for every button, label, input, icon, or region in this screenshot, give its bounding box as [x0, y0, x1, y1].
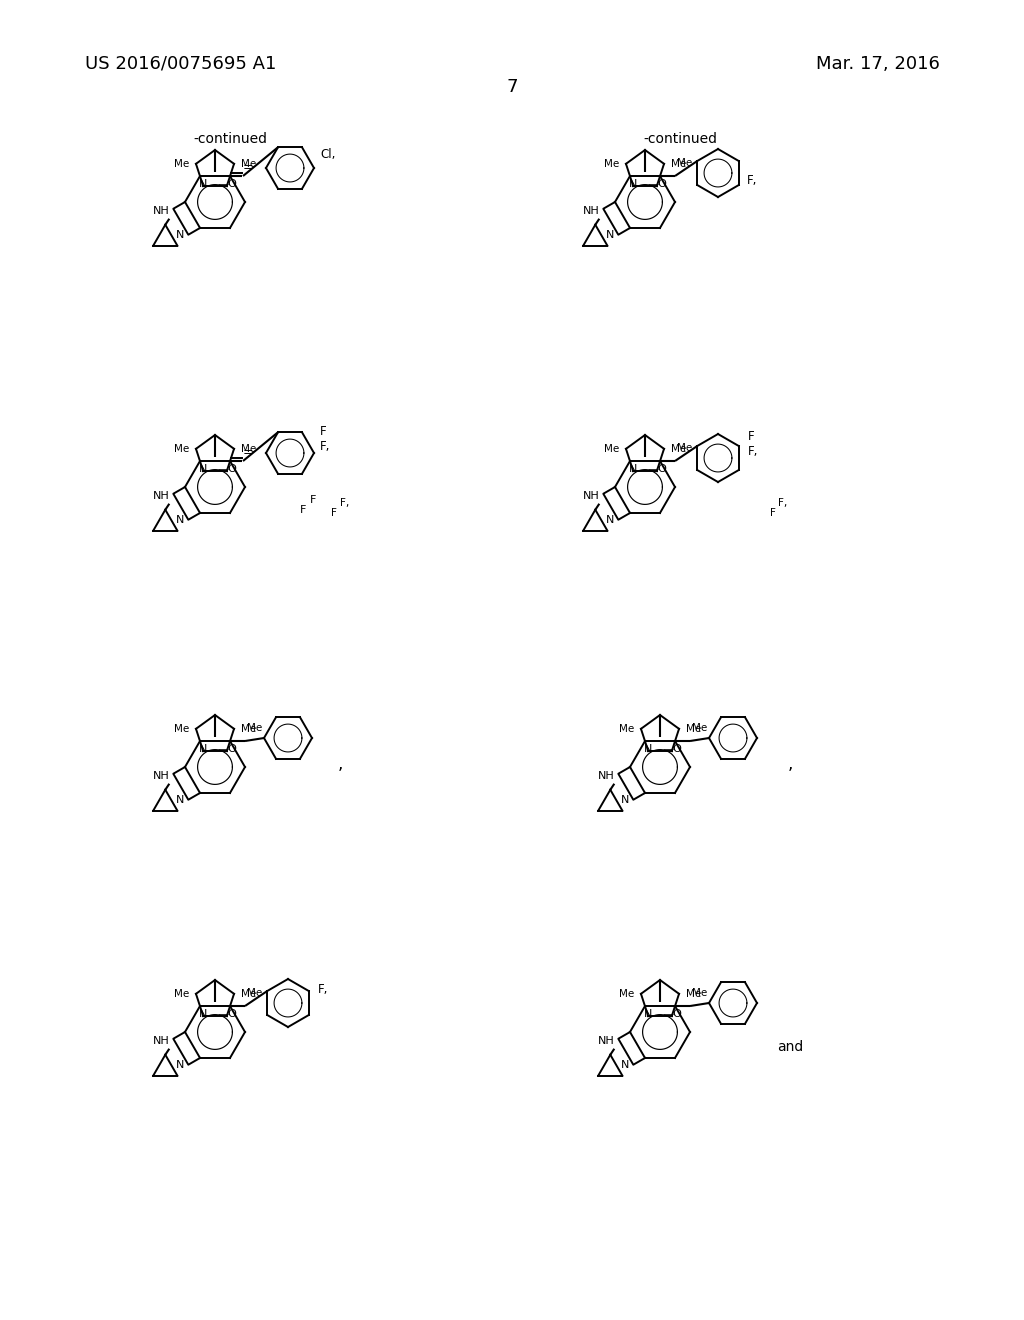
Text: NH: NH [598, 771, 614, 780]
Text: Me: Me [174, 989, 189, 999]
Text: Me: Me [174, 444, 189, 454]
Text: —O: —O [217, 1010, 237, 1019]
Text: Me: Me [604, 444, 618, 454]
Text: NH: NH [153, 771, 169, 780]
Text: =: = [243, 446, 253, 459]
Text: F: F [310, 495, 316, 506]
Text: F,: F, [778, 498, 787, 508]
Text: F: F [770, 508, 776, 517]
Text: F: F [300, 506, 306, 515]
Text: N: N [176, 795, 184, 805]
Text: Mar. 17, 2016: Mar. 17, 2016 [816, 55, 940, 73]
Text: F,: F, [318, 982, 329, 995]
Text: Me: Me [241, 723, 256, 734]
Text: —O: —O [647, 180, 667, 189]
Text: —O: —O [662, 1010, 682, 1019]
Text: NH: NH [598, 1036, 614, 1045]
Text: Me: Me [618, 989, 634, 999]
Text: N: N [199, 180, 207, 189]
Text: N: N [199, 744, 207, 754]
Text: N: N [199, 465, 207, 474]
Text: Me: Me [618, 723, 634, 734]
Text: -continued: -continued [643, 132, 717, 147]
Text: Me: Me [247, 987, 262, 998]
Text: F,: F, [746, 173, 757, 186]
Text: NH: NH [153, 206, 169, 215]
Text: ,: , [787, 755, 793, 774]
Text: —O: —O [647, 465, 667, 474]
Text: ,: , [337, 755, 343, 774]
Text: NH: NH [583, 491, 599, 500]
Text: N: N [176, 1060, 184, 1069]
Text: and: and [777, 1040, 803, 1053]
Text: N: N [199, 1010, 207, 1019]
Text: Me: Me [692, 987, 708, 998]
Text: N: N [606, 515, 614, 525]
Text: NH: NH [153, 1036, 169, 1045]
Text: —O: —O [217, 744, 237, 754]
Text: Me: Me [174, 158, 189, 169]
Text: US 2016/0075695 A1: US 2016/0075695 A1 [85, 55, 276, 73]
Text: N: N [629, 180, 637, 189]
Text: —O: —O [217, 180, 237, 189]
Text: F
F,: F F, [319, 425, 331, 453]
Text: —O: —O [217, 465, 237, 474]
Text: N: N [176, 515, 184, 525]
Text: Me: Me [247, 723, 262, 733]
Text: N: N [176, 230, 184, 240]
Text: —O: —O [662, 744, 682, 754]
Text: Me: Me [686, 989, 701, 999]
Text: F,: F, [340, 498, 349, 508]
Text: Me: Me [671, 158, 686, 169]
Text: N: N [644, 744, 652, 754]
Text: Me: Me [174, 723, 189, 734]
Text: Me: Me [692, 723, 708, 733]
Text: Cl,: Cl, [319, 148, 336, 161]
Text: F
F,: F F, [748, 430, 759, 458]
Text: Me: Me [677, 158, 692, 168]
Text: N: N [606, 230, 614, 240]
Text: Me: Me [241, 444, 256, 454]
Text: Me: Me [604, 158, 618, 169]
Text: -continued: -continued [193, 132, 267, 147]
Text: =: = [243, 161, 253, 174]
Text: N: N [629, 465, 637, 474]
Text: 7: 7 [506, 78, 518, 96]
Text: Me: Me [241, 158, 256, 169]
Text: Me: Me [241, 989, 256, 999]
Text: Me: Me [686, 723, 701, 734]
Text: N: N [621, 795, 630, 805]
Text: NH: NH [153, 491, 169, 500]
Text: N: N [621, 1060, 630, 1069]
Text: Me: Me [671, 444, 686, 454]
Text: Me: Me [677, 444, 692, 453]
Text: N: N [644, 1010, 652, 1019]
Text: F: F [331, 508, 337, 517]
Text: NH: NH [583, 206, 599, 215]
